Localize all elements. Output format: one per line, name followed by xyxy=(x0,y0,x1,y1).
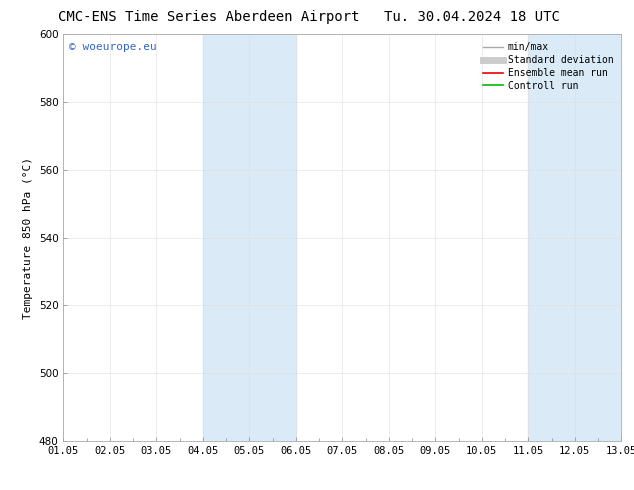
Bar xyxy=(203,34,296,441)
Bar xyxy=(528,34,621,441)
Text: Tu. 30.04.2024 18 UTC: Tu. 30.04.2024 18 UTC xyxy=(384,10,560,24)
Text: © woeurope.eu: © woeurope.eu xyxy=(69,43,157,52)
Y-axis label: Temperature 850 hPa (°C): Temperature 850 hPa (°C) xyxy=(23,157,33,318)
Legend: min/max, Standard deviation, Ensemble mean run, Controll run: min/max, Standard deviation, Ensemble me… xyxy=(481,39,616,94)
Text: CMC-ENS Time Series Aberdeen Airport: CMC-ENS Time Series Aberdeen Airport xyxy=(58,10,360,24)
